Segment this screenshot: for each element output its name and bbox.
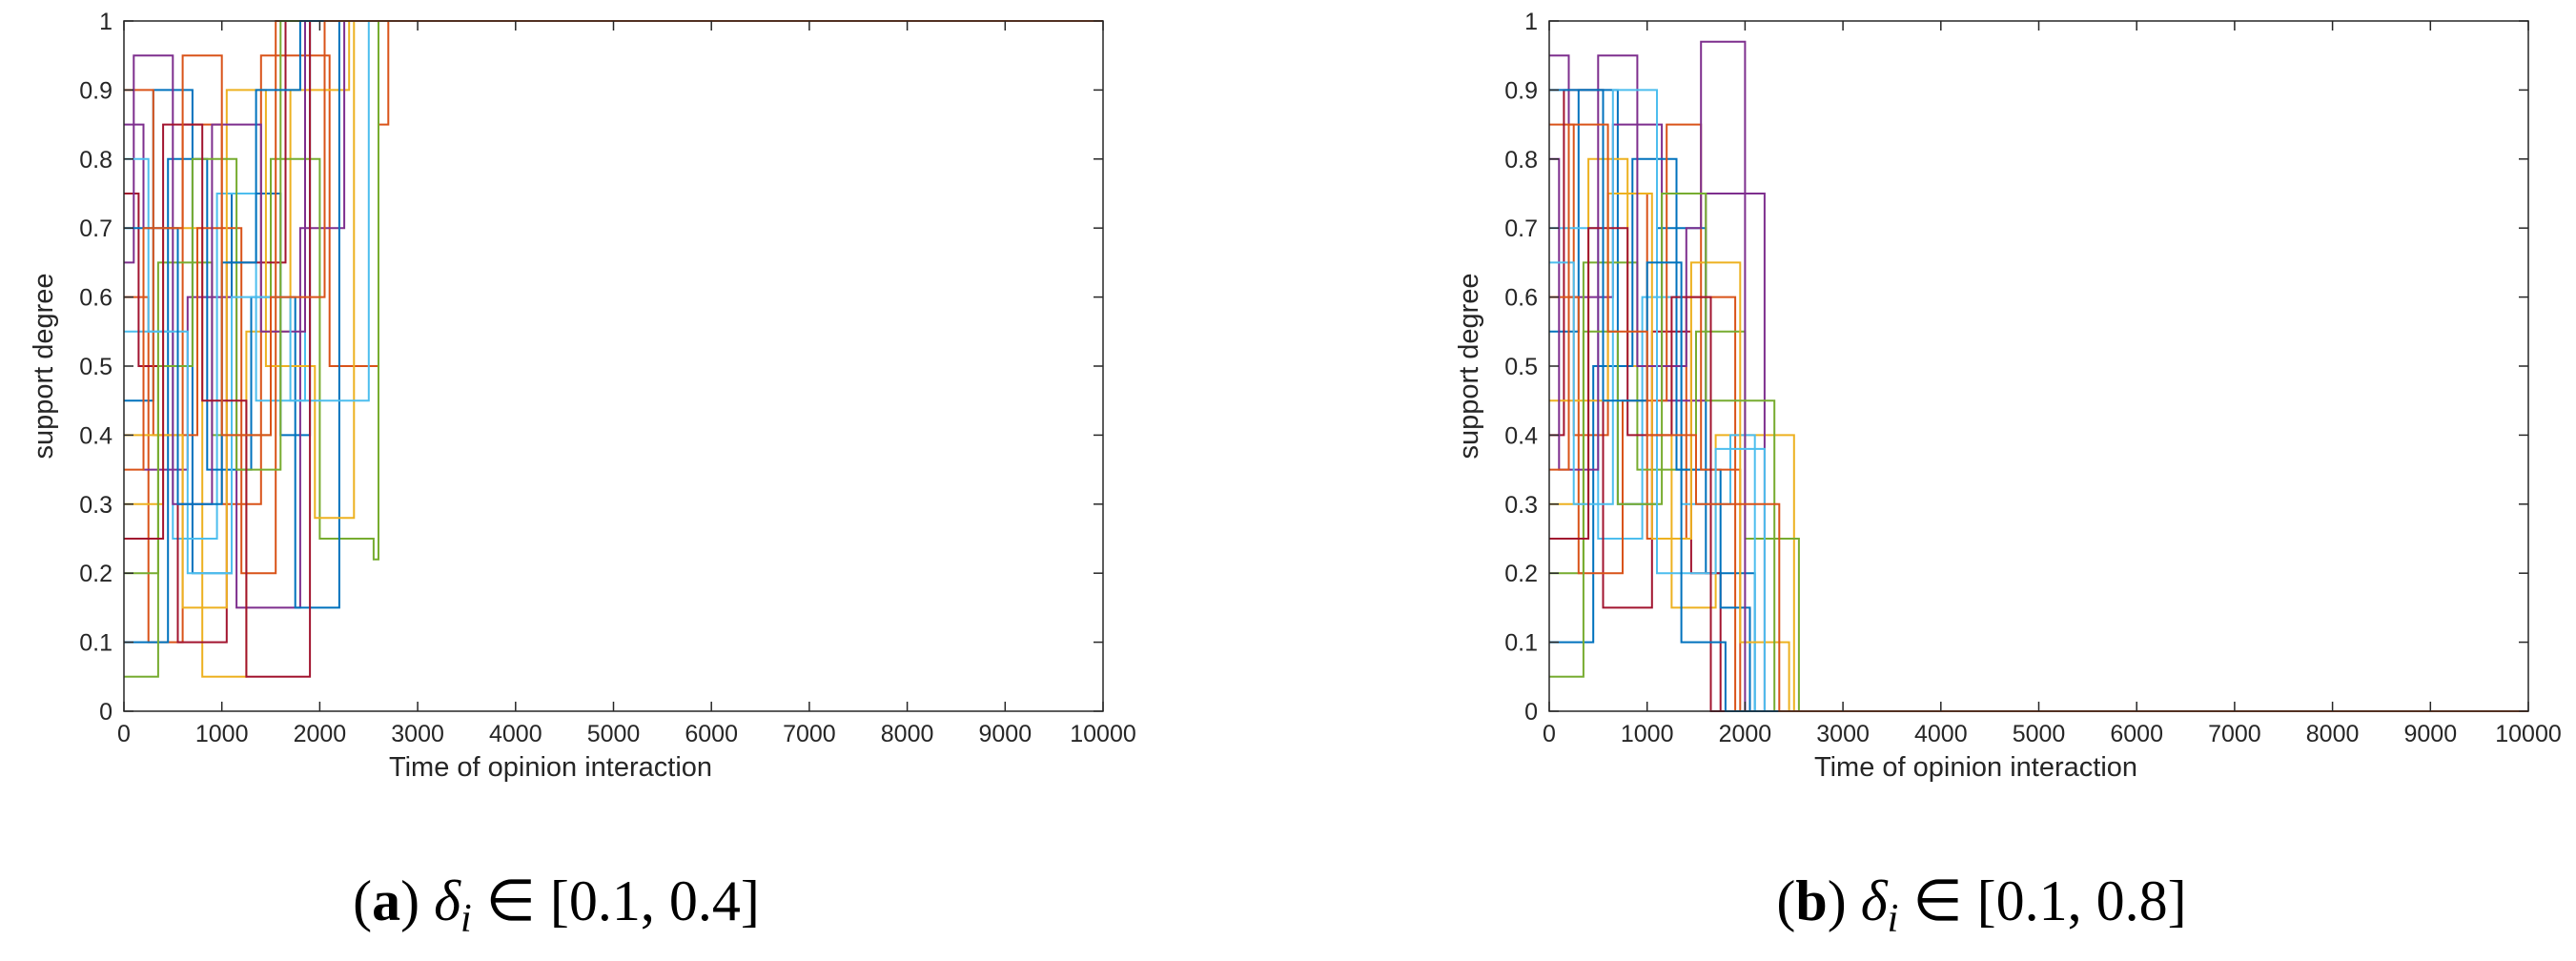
y-tick-label: 0.4 (79, 422, 112, 449)
caption-interval: [0.1, 0.4] (550, 869, 760, 932)
x-tick-label: 5000 (587, 721, 641, 747)
x-tick-label: 4000 (1914, 721, 1968, 747)
y-tick-label: 0.2 (1504, 561, 1538, 587)
caption-interval: [0.1, 0.8] (1977, 869, 2187, 932)
x-tick-label: 1000 (1621, 721, 1674, 747)
y-tick-label: 1 (1524, 9, 1538, 35)
y-axis-label: support degree (1454, 273, 1484, 459)
y-tick-label: 0.7 (1504, 215, 1538, 242)
y-tick-label: 0.6 (79, 285, 112, 312)
x-tick-label: 0 (117, 721, 131, 747)
y-tick-label: 0.8 (1504, 147, 1538, 174)
series-line-8 (1549, 157, 2528, 712)
series-line-12 (1549, 193, 2528, 712)
x-tick-label: 8000 (881, 721, 934, 747)
x-tick-label: 2000 (1719, 721, 1772, 747)
series-line-14 (124, 20, 1103, 678)
y-tick-label: 0.4 (1504, 422, 1538, 449)
y-axis-label: support degree (29, 273, 59, 459)
x-axis-label: Time of opinion interaction (389, 752, 712, 783)
series-line-7 (124, 20, 1103, 644)
series-line-5 (1549, 261, 2528, 712)
y-tick-label: 0 (1524, 699, 1538, 726)
y-tick-label: 0.6 (1504, 285, 1538, 312)
y-tick-label: 0.1 (79, 630, 112, 657)
y-tick-label: 0.9 (1504, 77, 1538, 104)
y-tick-label: 0.9 (79, 77, 112, 104)
series-line-16 (1549, 123, 2528, 712)
y-tick-label: 0.3 (79, 492, 112, 519)
x-tick-label: 1000 (195, 721, 249, 747)
y-tick-label: 0.7 (79, 215, 112, 242)
x-axis-label: Time of opinion interaction (1814, 752, 2137, 783)
y-tick-label: 0.2 (79, 561, 112, 587)
x-tick-label: 3000 (391, 721, 444, 747)
caption-letter: a (372, 869, 400, 932)
series-line-11 (124, 20, 1103, 505)
caption-subscript: i (1888, 897, 1899, 941)
x-tick-label: 3000 (1816, 721, 1870, 747)
series-line-8 (124, 20, 1103, 644)
x-tick-label: 2000 (294, 721, 347, 747)
series-group (1549, 40, 2528, 712)
x-tick-label: 5000 (2013, 721, 2066, 747)
x-tick-label: 4000 (489, 721, 542, 747)
y-tick-label: 0.3 (1504, 492, 1538, 519)
y-tick-label: 0.1 (1504, 630, 1538, 657)
series-line-15 (124, 20, 1103, 505)
caption-open: ( (1776, 869, 1795, 932)
caption-open: ( (353, 869, 372, 932)
caption-subscript: i (460, 897, 472, 941)
caption-letter: b (1795, 869, 1827, 932)
plot-area (1549, 21, 2528, 711)
x-tick-label: 10000 (2495, 721, 2562, 747)
x-tick-label: 8000 (2306, 721, 2360, 747)
series-line-12 (124, 20, 1103, 678)
panel-caption: (b) δi ∈ [0.1, 0.8] (1776, 869, 2186, 941)
panel-caption: (a) δi ∈ [0.1, 0.4] (353, 869, 760, 941)
series-line-16 (124, 20, 1103, 471)
y-tick-label: 1 (99, 9, 112, 35)
caption-symbol: δ (434, 869, 461, 932)
series-group (124, 20, 1103, 678)
x-tick-label: 6000 (685, 721, 738, 747)
series-line-3 (1549, 157, 2528, 712)
x-tick-label: 10000 (1070, 721, 1136, 747)
caption-relation: ∈ (472, 869, 550, 932)
y-tick-label: 0.8 (79, 147, 112, 174)
caption-relation: ∈ (1898, 869, 1976, 932)
chart-panel-a: 0 1000 2000 3000 4000 5000 6000 7000 8000 9000 100… (29, 9, 1136, 941)
x-tick-label: 7000 (2208, 721, 2261, 747)
x-tick-label: 9000 (978, 721, 1032, 747)
x-tick-label: 7000 (783, 721, 836, 747)
series-line-15 (1549, 89, 2528, 712)
series-line-10 (124, 20, 1103, 609)
caption-symbol: δ (1861, 869, 1889, 932)
y-tick-label: 0.5 (79, 354, 112, 380)
x-tick-label: 6000 (2110, 721, 2163, 747)
x-tick-label: 0 (1543, 721, 1556, 747)
y-tick-label: 0 (99, 699, 112, 726)
chart-panel-b: 0 1000 2000 3000 4000 5000 6000 7000 8000 9000 100… (1454, 9, 2562, 941)
caption-close: ) (1828, 869, 1861, 932)
y-tick-label: 0.5 (1504, 354, 1538, 380)
caption-close: ) (400, 869, 434, 932)
series-line-13 (1549, 89, 2528, 712)
x-tick-label: 9000 (2403, 721, 2457, 747)
